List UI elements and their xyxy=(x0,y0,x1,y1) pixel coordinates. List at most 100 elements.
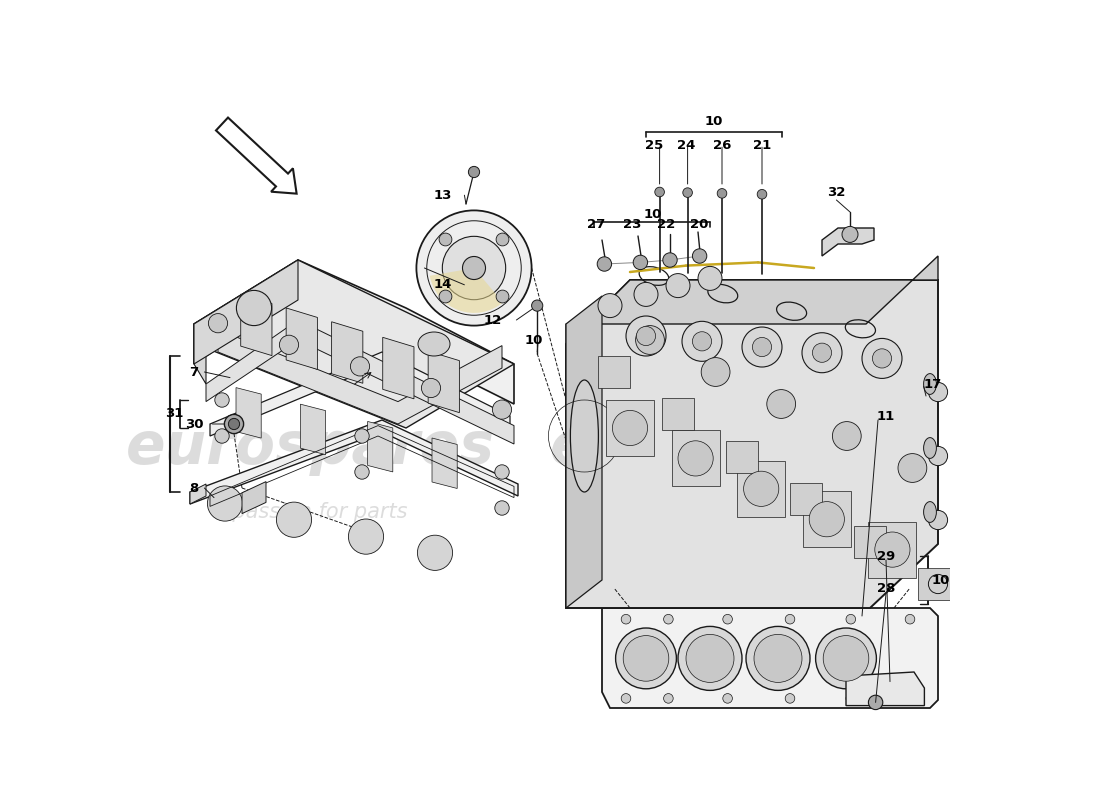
Circle shape xyxy=(493,400,512,419)
Circle shape xyxy=(928,510,947,530)
Polygon shape xyxy=(432,438,458,489)
Text: 25: 25 xyxy=(645,139,663,152)
Circle shape xyxy=(717,189,727,198)
Circle shape xyxy=(666,274,690,298)
Polygon shape xyxy=(598,356,630,388)
Circle shape xyxy=(417,535,452,570)
Circle shape xyxy=(686,634,734,682)
Circle shape xyxy=(496,233,509,246)
Text: 30: 30 xyxy=(185,418,204,430)
Text: a passion for parts: a passion for parts xyxy=(212,502,407,522)
Circle shape xyxy=(634,282,658,306)
Text: 32: 32 xyxy=(827,186,846,198)
Ellipse shape xyxy=(571,380,598,492)
Circle shape xyxy=(276,502,311,538)
Circle shape xyxy=(229,418,240,430)
Polygon shape xyxy=(300,404,326,454)
Text: 17: 17 xyxy=(924,378,942,390)
Polygon shape xyxy=(383,338,414,399)
Polygon shape xyxy=(566,280,938,608)
Text: 10: 10 xyxy=(705,115,723,128)
Polygon shape xyxy=(606,400,654,456)
Circle shape xyxy=(928,574,947,594)
Polygon shape xyxy=(367,422,393,472)
Text: 22: 22 xyxy=(657,218,675,230)
Text: 31: 31 xyxy=(165,407,184,420)
Circle shape xyxy=(236,290,272,326)
Polygon shape xyxy=(218,330,502,424)
Circle shape xyxy=(846,694,856,703)
Polygon shape xyxy=(236,387,261,438)
Polygon shape xyxy=(822,228,875,256)
Polygon shape xyxy=(803,491,850,547)
Circle shape xyxy=(683,188,692,198)
Circle shape xyxy=(417,210,531,326)
Circle shape xyxy=(208,314,228,333)
Circle shape xyxy=(636,326,664,354)
Polygon shape xyxy=(737,461,785,517)
Text: 28: 28 xyxy=(877,582,895,594)
Circle shape xyxy=(682,322,722,362)
Circle shape xyxy=(813,343,832,362)
Ellipse shape xyxy=(924,502,936,522)
Polygon shape xyxy=(726,441,758,473)
Circle shape xyxy=(701,358,730,386)
Circle shape xyxy=(442,236,506,300)
Circle shape xyxy=(815,628,877,689)
Circle shape xyxy=(351,357,370,376)
Circle shape xyxy=(495,465,509,479)
Text: 7: 7 xyxy=(189,366,199,378)
Polygon shape xyxy=(672,430,719,486)
Text: eurospares: eurospares xyxy=(550,419,918,477)
Circle shape xyxy=(224,414,243,434)
Circle shape xyxy=(802,333,842,373)
Circle shape xyxy=(349,519,384,554)
Text: 12: 12 xyxy=(484,314,502,326)
Text: 24: 24 xyxy=(676,139,695,152)
Circle shape xyxy=(842,226,858,242)
Polygon shape xyxy=(194,260,298,364)
Circle shape xyxy=(621,694,630,703)
Circle shape xyxy=(624,635,669,682)
Text: 29: 29 xyxy=(877,550,895,562)
Text: eurospares: eurospares xyxy=(125,419,495,477)
Ellipse shape xyxy=(924,374,936,394)
Circle shape xyxy=(469,166,480,178)
Polygon shape xyxy=(662,398,694,430)
Text: 10: 10 xyxy=(525,334,543,346)
Polygon shape xyxy=(194,324,206,384)
Text: 8: 8 xyxy=(189,482,199,494)
Text: 21: 21 xyxy=(752,139,771,152)
Circle shape xyxy=(654,187,664,197)
Circle shape xyxy=(531,300,542,311)
Polygon shape xyxy=(846,672,924,706)
Polygon shape xyxy=(206,320,514,444)
Circle shape xyxy=(626,316,666,356)
Circle shape xyxy=(208,486,243,521)
Text: 26: 26 xyxy=(713,139,732,152)
Circle shape xyxy=(621,614,630,624)
Circle shape xyxy=(214,393,229,407)
Circle shape xyxy=(723,614,733,624)
Text: 27: 27 xyxy=(587,218,605,230)
Circle shape xyxy=(613,410,648,446)
Circle shape xyxy=(752,338,771,357)
Polygon shape xyxy=(190,484,206,504)
Circle shape xyxy=(868,695,883,710)
Circle shape xyxy=(905,694,915,703)
Circle shape xyxy=(833,422,861,450)
Circle shape xyxy=(692,332,712,351)
Circle shape xyxy=(678,626,743,690)
Circle shape xyxy=(872,349,892,368)
Circle shape xyxy=(723,694,733,703)
Circle shape xyxy=(746,626,810,690)
Circle shape xyxy=(663,694,673,703)
Circle shape xyxy=(692,249,707,263)
Circle shape xyxy=(898,454,927,482)
Circle shape xyxy=(698,266,722,290)
Circle shape xyxy=(744,471,779,506)
Wedge shape xyxy=(430,268,503,313)
Circle shape xyxy=(874,532,910,567)
Circle shape xyxy=(862,338,902,378)
Polygon shape xyxy=(918,568,950,600)
